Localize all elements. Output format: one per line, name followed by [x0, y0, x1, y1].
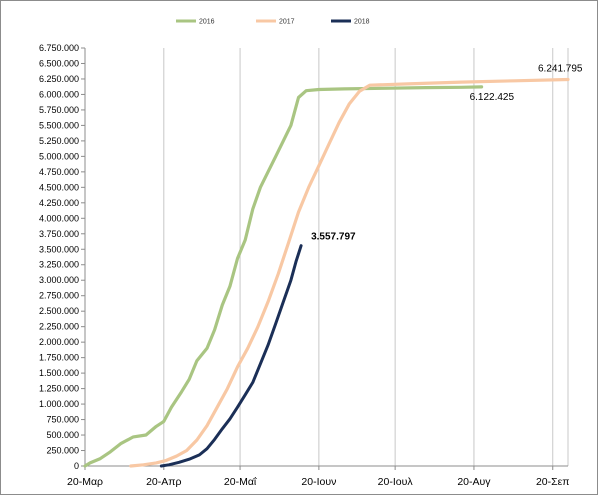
y-tick-label: 1.000.000: [39, 399, 79, 409]
x-tick-label: 20-Μαΐ: [224, 476, 257, 488]
y-tick-label: 3.500.000: [39, 244, 79, 254]
y-tick-label: 3.000.000: [39, 275, 79, 285]
legend: 2016 2017 2018: [176, 19, 370, 26]
x-tick-label: 20-Αυγ: [457, 476, 491, 488]
x-tick-label: 20-Σεπ: [536, 476, 570, 488]
y-tick-label: 500.000: [46, 430, 79, 440]
x-axis-ticks: 20-Μαρ 20-Απρ 20-Μαΐ 20-Ιουν 20-Ιουλ 20-Αυγ 20…: [67, 466, 570, 488]
x-tick-label: 20-Μαρ: [67, 476, 103, 488]
y-tick-label: 6.500.000: [39, 58, 79, 68]
y-tick-label: 250.000: [46, 446, 79, 456]
legend-label-2018: 2018: [354, 19, 370, 26]
y-tick-label: 5.250.000: [39, 136, 79, 146]
y-tick-label: 3.750.000: [39, 229, 79, 239]
axes: [84, 48, 568, 467]
y-tick-label: 5.000.000: [39, 151, 79, 161]
y-tick-label: 4.750.000: [39, 167, 79, 177]
annotation-2018: 3.557.797: [311, 232, 356, 243]
series-line-2018: [159, 244, 303, 468]
y-tick-label: 2.750.000: [39, 291, 79, 301]
y-tick-label: 5.500.000: [39, 120, 79, 130]
series-line-2016: [83, 85, 484, 468]
annotations: 6.241.795 6.122.425 3.557.797: [311, 63, 583, 242]
y-axis-ticks: 0 250.000 500.000 750.000 1.000.000 1.250.000…: [39, 43, 85, 471]
y-tick-label: 6.250.000: [39, 74, 79, 84]
y-tick-label: 2.000.000: [39, 337, 79, 347]
y-tick-label: 3.250.000: [39, 260, 79, 270]
y-tick-label: 4.000.000: [39, 213, 79, 223]
legend-label-2017: 2017: [279, 19, 295, 26]
x-tick-label: 20-Απρ: [146, 476, 181, 488]
series-line-2017: [129, 77, 570, 468]
x-tick-label: 20-Ιουλ: [378, 476, 414, 488]
y-tick-label: 1.500.000: [39, 368, 79, 378]
y-tick-label: 6.750.000: [39, 43, 79, 53]
y-tick-label: 1.750.000: [39, 353, 79, 363]
y-tick-label: 750.000: [46, 415, 79, 425]
annotation-2016: 6.122.425: [470, 92, 515, 103]
annotation-2017: 6.241.795: [538, 63, 583, 74]
x-tick-label: 20-Ιουν: [301, 476, 336, 488]
grid: [163, 48, 569, 466]
y-tick-label: 4.250.000: [39, 198, 79, 208]
legend-label-2016: 2016: [199, 19, 215, 26]
y-tick-label: 0: [74, 461, 79, 471]
y-tick-label: 4.500.000: [39, 182, 79, 192]
series-lines: [83, 77, 570, 468]
y-tick-label: 2.250.000: [39, 322, 79, 332]
y-tick-label: 6.000.000: [39, 89, 79, 99]
y-tick-label: 1.250.000: [39, 384, 79, 394]
y-tick-label: 2.500.000: [39, 306, 79, 316]
y-tick-label: 5.750.000: [39, 105, 79, 115]
